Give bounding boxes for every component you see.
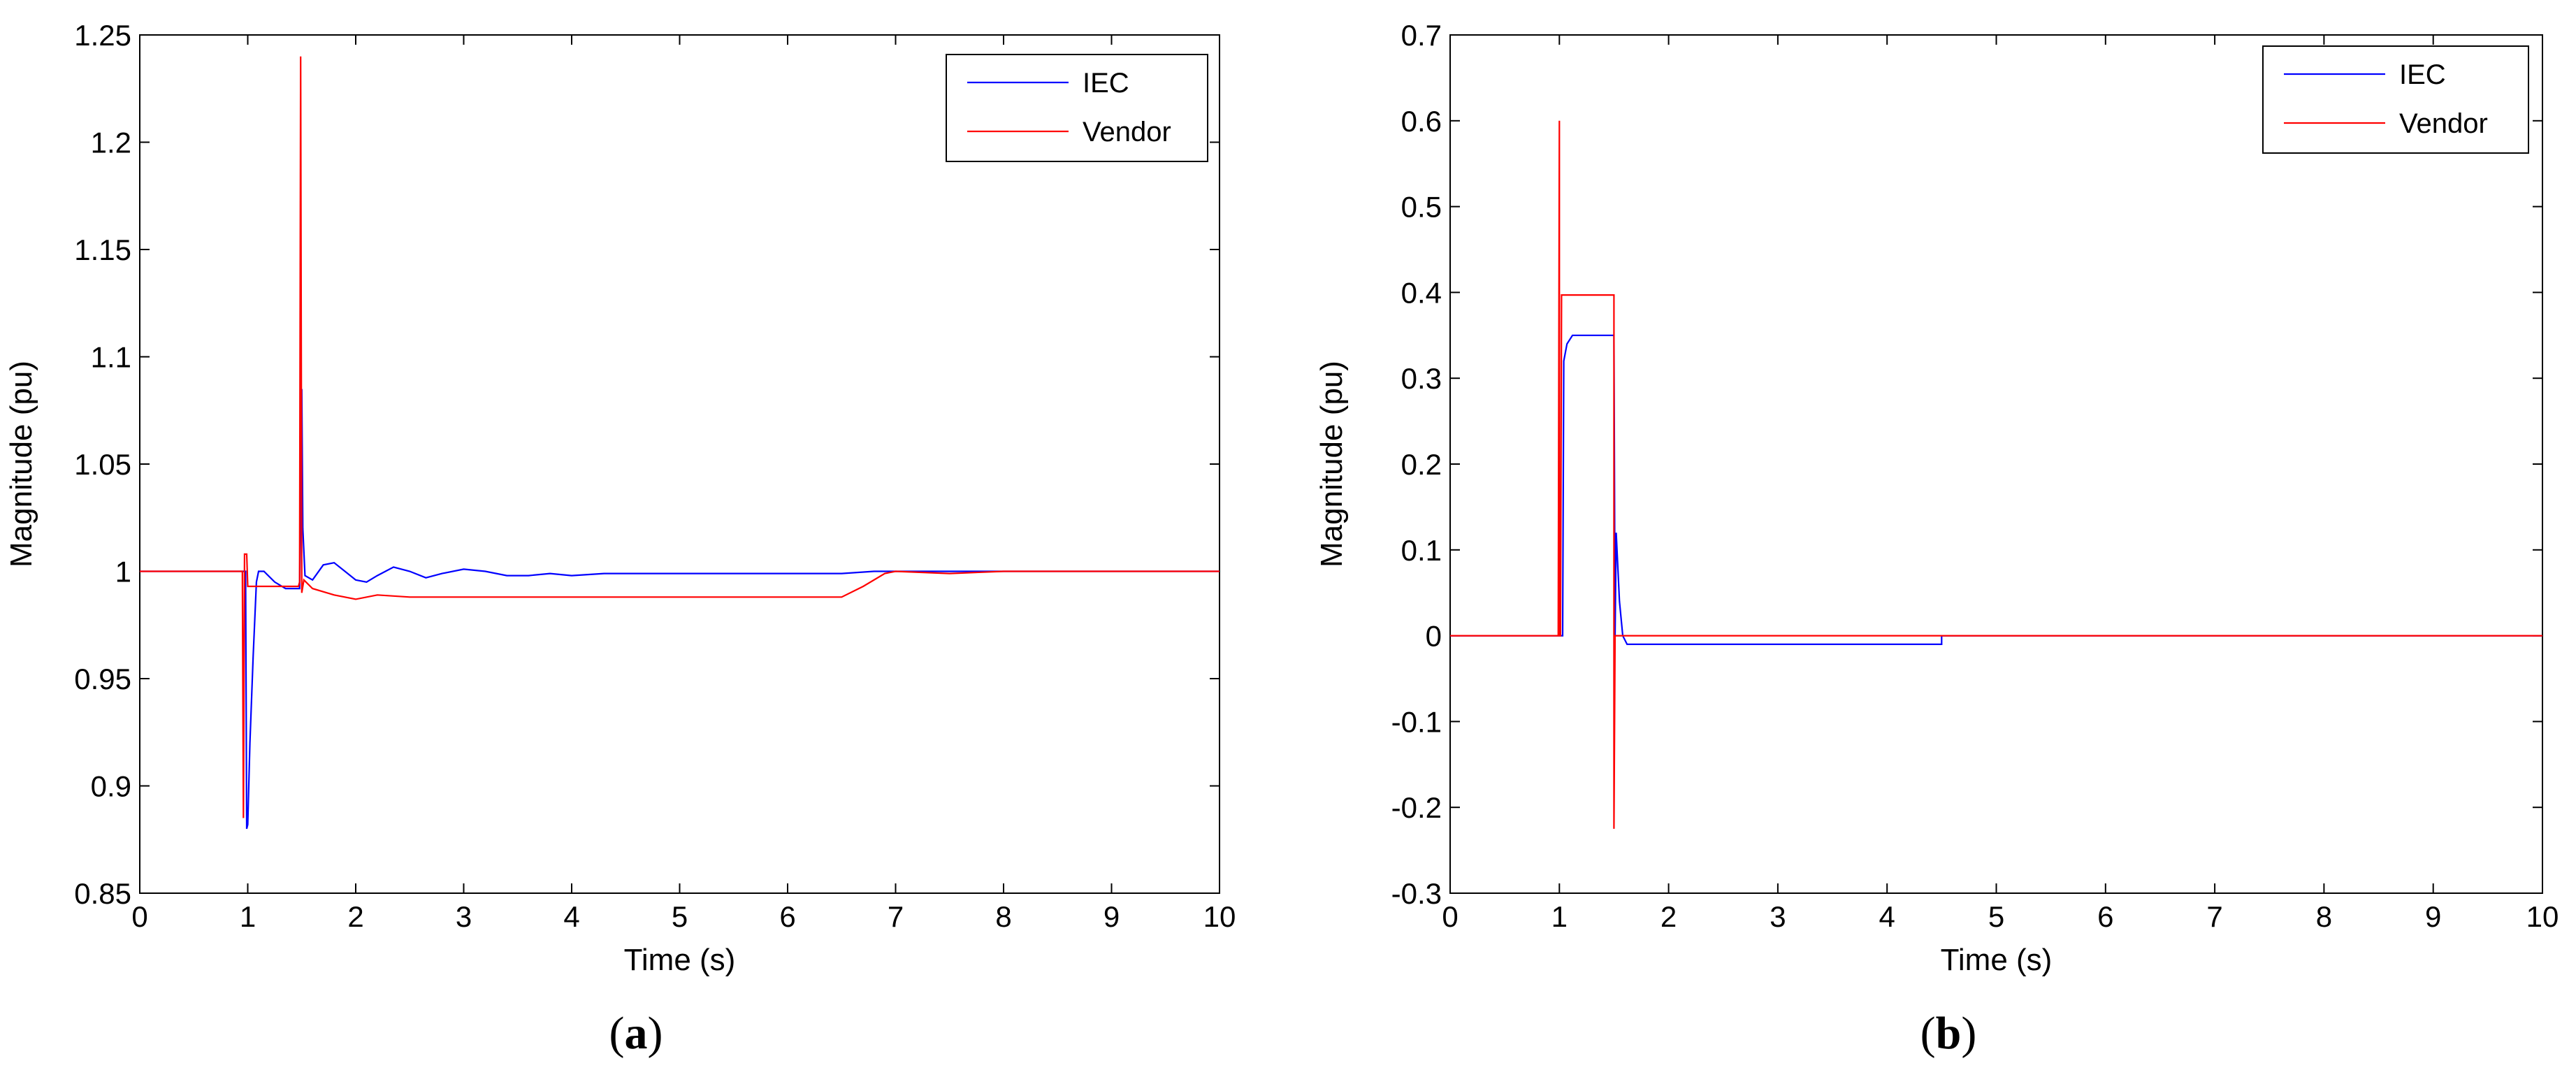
x-tick-label: 10 (2526, 900, 2559, 933)
legend: IEC Vendor (946, 54, 1208, 162)
y-tick-label: -0.3 (1391, 877, 1442, 910)
x-tick-label: 2 (1660, 900, 1677, 933)
y-tick-label: 0.85 (74, 877, 131, 910)
y-tick-label: 0.1 (1401, 534, 1442, 567)
chart-b: 0 1 2 3 4 5 6 7 8 9 10 -0.3 -0.2 -0.1 0 0.1 0.2 0.3 0.4 0.5… (1315, 19, 2559, 977)
x-tick-label: 4 (563, 900, 579, 933)
y-tick-label: 0.7 (1401, 19, 1442, 52)
x-tick-label: 7 (2206, 900, 2222, 933)
x-axis-label: Time (s) (624, 943, 736, 977)
x-tick-label: 10 (1203, 900, 1236, 933)
y-tick-label: 0.2 (1401, 448, 1442, 481)
x-tick-label: 1 (240, 900, 256, 933)
x-tick-label: 6 (2097, 900, 2113, 933)
y-tick-label: 1.05 (74, 448, 131, 481)
y-tick-label: 0 (1426, 620, 1442, 653)
legend-label-vendor: Vendor (2399, 108, 2488, 139)
legend-box (2262, 45, 2529, 154)
x-tick-label: 2 (347, 900, 363, 933)
y-axis-label: Magnitude (pu) (4, 361, 38, 567)
x-axis-label: Time (s) (1941, 943, 2053, 977)
series-line-vendor (140, 56, 1220, 818)
y-axis-label: Magnitude (pu) (1315, 361, 1349, 567)
series-line-iec (1450, 334, 2542, 645)
caption-b: (b) (1920, 1008, 1977, 1059)
caption-a: (a) (609, 1008, 663, 1059)
x-tick-label: 8 (995, 900, 1011, 933)
y-tick-label: 0.6 (1401, 105, 1442, 138)
x-tick-label: 6 (779, 900, 795, 933)
x-tick-label: 8 (2316, 900, 2332, 933)
x-tick-label: 5 (672, 900, 688, 933)
x-tick-label: 3 (1770, 900, 1786, 933)
y-tick-label: 0.3 (1401, 362, 1442, 395)
plot-area (1449, 34, 2543, 894)
series-line-iec (140, 389, 1220, 830)
x-tick-label: 0 (1442, 900, 1458, 933)
y-tick-label: 0.4 (1401, 276, 1442, 309)
y-tick-label: 1 (115, 556, 131, 588)
y-tick-label: 1.1 (91, 341, 131, 374)
legend-label-vendor: Vendor (1083, 117, 1171, 147)
legend: IEC Vendor (2262, 45, 2529, 154)
y-tick-label: -0.2 (1391, 791, 1442, 824)
x-tick-label: 3 (456, 900, 472, 933)
x-tick-label: 1 (1551, 900, 1568, 933)
x-tick-label: 9 (2425, 900, 2441, 933)
y-tick-label: -0.1 (1391, 705, 1442, 738)
x-tick-label: 9 (1104, 900, 1120, 933)
x-tick-label: 5 (1988, 900, 2004, 933)
y-tick-label: 1.25 (74, 19, 131, 52)
x-tick-label: 4 (1879, 900, 1895, 933)
plot-area (139, 34, 1220, 894)
y-tick-label: 1.2 (91, 126, 131, 159)
x-tick-label: 0 (131, 900, 147, 933)
y-tick-label: 0.9 (91, 770, 131, 803)
legend-box (946, 54, 1208, 162)
y-tick-label: 1.15 (74, 233, 131, 266)
legend-label-iec: IEC (2399, 59, 2446, 90)
y-tick-label: 0.95 (74, 663, 131, 695)
x-tick-label: 7 (888, 900, 904, 933)
legend-label-iec: IEC (1083, 68, 1129, 99)
y-tick-label: 0.5 (1401, 191, 1442, 224)
chart-a: 0 1 2 3 4 5 6 7 8 9 10 0.85 0.9 0.95 1 1.05 1.1 1.15 1.2 1.… (4, 19, 1236, 977)
series-line-vendor (1450, 120, 2542, 829)
